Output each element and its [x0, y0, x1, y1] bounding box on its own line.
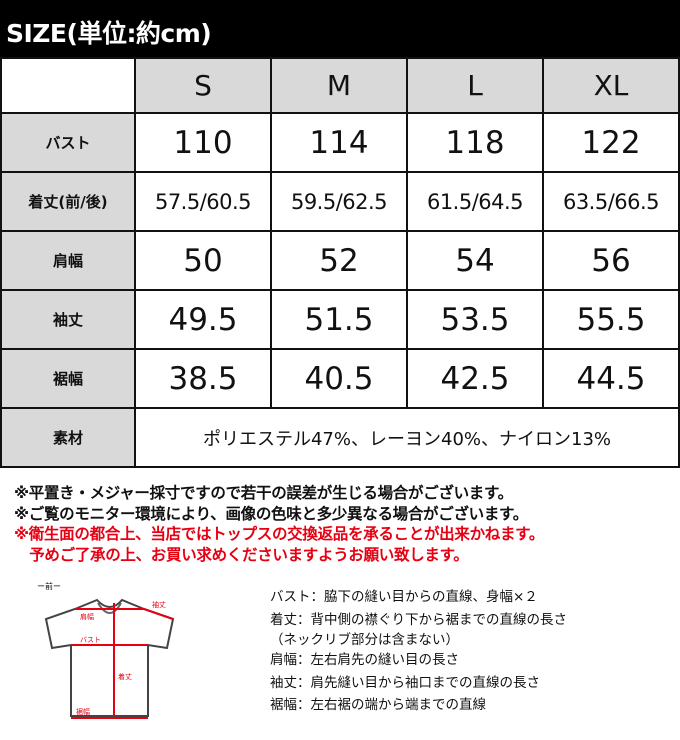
- size-header: XL: [542, 57, 680, 114]
- size-title: SIZE(単位:約cm): [6, 19, 212, 48]
- row-label: 肩幅: [0, 230, 136, 291]
- diagram-caption: ー前ー: [37, 581, 61, 591]
- diagram-label-length: 着丈: [118, 672, 132, 681]
- tshirt-outline-icon: [44, 598, 175, 717]
- row-label: 袖丈: [0, 289, 136, 350]
- note-warning: 予めご了承の上、お買い求めくださいますようお願い致します。: [14, 545, 469, 564]
- notes: ※平置き・メジャー採寸ですので若干の誤差が生じる場合がございます。 ※ご覧のモニ…: [14, 483, 544, 565]
- diagram-label-bust: バスト: [80, 636, 101, 644]
- cell: 63.5/66.5: [542, 171, 680, 232]
- diagram-label-sleeve: 袖丈: [152, 600, 166, 609]
- material-value: ポリエステル47%、レーヨン40%、ナイロン13%: [134, 407, 680, 468]
- diagram-label-hem: 裾幅: [76, 707, 90, 716]
- legend-item: 着丈：背中側の襟ぐり下から裾までの直線の長さ: [270, 611, 567, 628]
- cell: 54: [406, 230, 544, 291]
- cell: 61.5/64.5: [406, 171, 544, 232]
- material-row: 素材 ポリエステル47%、レーヨン40%、ナイロン13%: [0, 407, 680, 468]
- cell: 110: [134, 112, 272, 173]
- cell: 56: [542, 230, 680, 291]
- size-title-bar: SIZE(単位:約cm): [0, 0, 680, 58]
- cell: 57.5/60.5: [134, 171, 272, 232]
- cell: 122: [542, 112, 680, 173]
- note-warning: ※衛生面の都合上、当店ではトップスの交換返品を承ることが出来かねます。: [14, 525, 545, 543]
- table-row: 袖丈 49.5 51.5 53.5 55.5: [0, 289, 680, 350]
- table-row: バスト 110 114 118 122: [0, 112, 680, 173]
- cell: 118: [406, 112, 544, 173]
- row-label: 裾幅: [0, 348, 136, 409]
- cell: 114: [270, 112, 408, 173]
- size-table: S M L XL バスト 110 114 118 122 着丈(前/後) 57.…: [0, 57, 680, 468]
- cell: 50: [134, 230, 272, 291]
- table-row: 着丈(前/後) 57.5/60.5 59.5/62.5 61.5/64.5 63…: [0, 171, 680, 232]
- cell: 59.5/62.5: [270, 171, 408, 232]
- cell: 40.5: [270, 348, 408, 409]
- row-label: バスト: [0, 112, 136, 173]
- size-header: S: [134, 57, 272, 114]
- diagram-label-shoulder: 肩幅: [80, 612, 94, 621]
- size-header: L: [406, 57, 544, 114]
- size-header-row: S M L XL: [0, 57, 680, 114]
- row-label: 着丈(前/後): [0, 171, 136, 232]
- note: ※ご覧のモニター環境により、画像の色味と多少異なる場合がございます。: [14, 504, 528, 523]
- measurement-legend: バスト：脇下の縫い目からの直線、身幅×２ 着丈：背中側の襟ぐり下から裾までの直線…: [270, 586, 567, 717]
- corner-cell: [0, 57, 136, 114]
- tshirt-diagram: ー前ー 肩幅 袖丈 バスト 着丈 裾幅: [37, 581, 175, 719]
- table-row: 肩幅 50 52 54 56: [0, 230, 680, 291]
- cell: 53.5: [406, 289, 544, 350]
- cell: 38.5: [134, 348, 272, 409]
- row-label: 素材: [0, 407, 136, 468]
- legend-item: 裾幅：左右裾の端から端までの直線: [270, 697, 486, 713]
- cell: 52: [270, 230, 408, 291]
- table-row: 裾幅 38.5 40.5 42.5 44.5: [0, 348, 680, 409]
- cell: 42.5: [406, 348, 544, 409]
- cell: 49.5: [134, 289, 272, 350]
- cell: 44.5: [542, 348, 680, 409]
- note: ※平置き・メジャー採寸ですので若干の誤差が生じる場合がございます。: [14, 484, 513, 502]
- legend-item: 肩幅：左右肩先の縫い目の長さ: [270, 652, 459, 668]
- sleeve-line: [143, 608, 174, 620]
- legend-item: （ネックリブ部分は含まない）: [270, 632, 459, 648]
- cell: 55.5: [542, 289, 680, 350]
- legend-item: バスト：脇下の縫い目からの直線、身幅×２: [270, 589, 538, 605]
- cell: 51.5: [270, 289, 408, 350]
- size-header: M: [270, 57, 408, 114]
- legend-item: 袖丈：肩先縫い目から袖口までの直線の長さ: [270, 674, 540, 691]
